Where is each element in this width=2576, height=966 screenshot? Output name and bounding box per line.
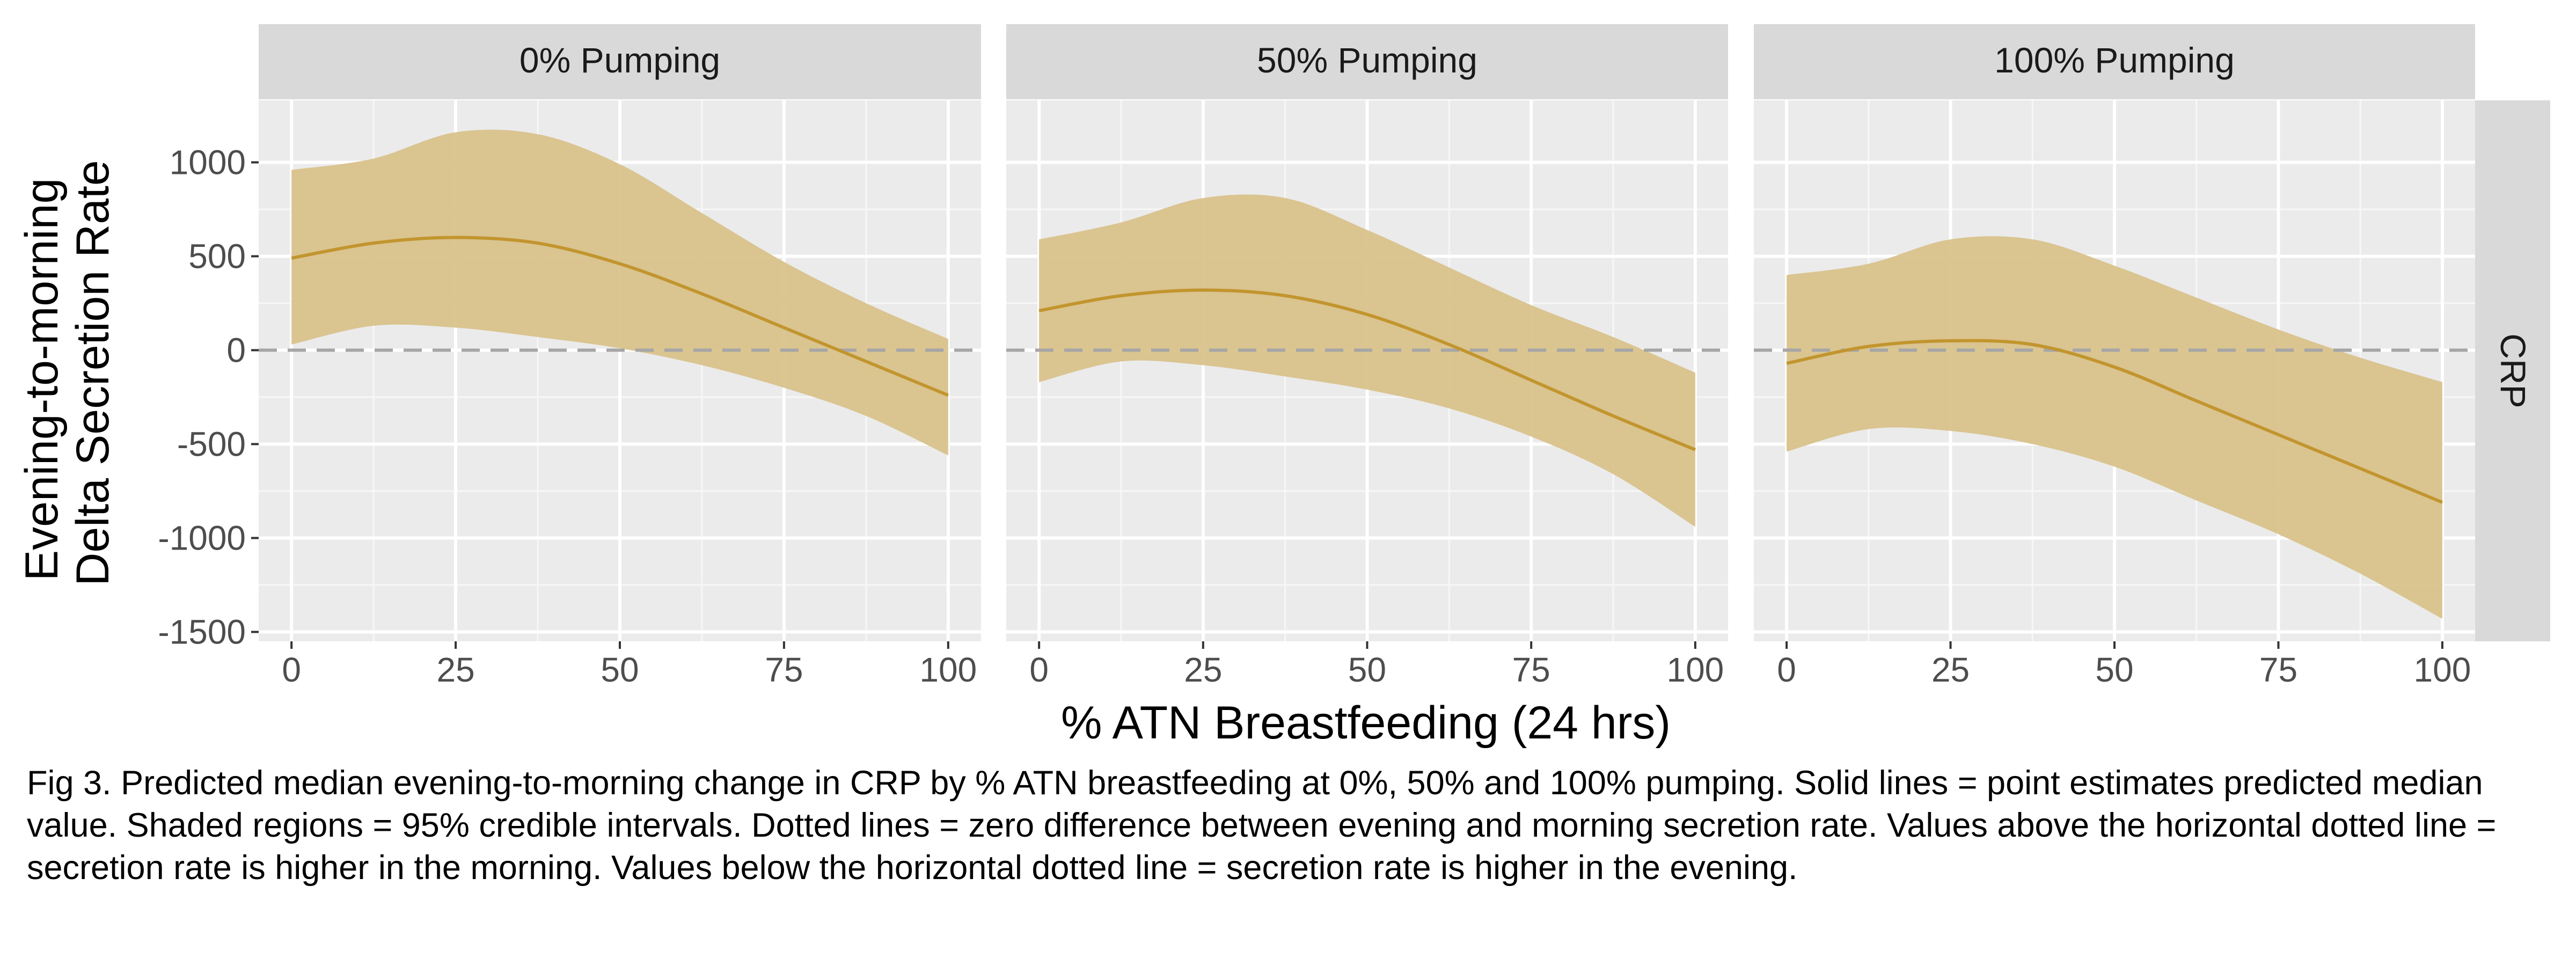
y-axis-label-line-1: Evening-to-morning <box>16 178 68 581</box>
x-tick-label: 0 <box>1029 650 1049 689</box>
x-axis-label: % ATN Breastfeeding (24 hrs) <box>1061 697 1671 749</box>
x-tick-label: 0 <box>1777 650 1796 689</box>
x-tick-label: 50 <box>2095 650 2133 689</box>
y-axis-label: Evening-to-morning Delta Secretion Rate <box>16 160 119 586</box>
x-tick-label: 75 <box>2259 650 2297 689</box>
facet-strip-label: 100% Pumping <box>1994 40 2235 80</box>
y-tick-label: 1000 <box>170 143 246 182</box>
facet-strip <box>1754 24 2475 99</box>
facet-strip-label: 0% Pumping <box>519 40 720 80</box>
y-tick-label: -1500 <box>158 613 246 652</box>
row-strip-background <box>2475 100 2550 641</box>
x-tick-label: 0 <box>282 650 301 689</box>
credible-interval-ribbon <box>291 129 948 456</box>
credible-interval-ribbon <box>1039 194 1695 527</box>
facet-panel: 100% Pumping 0 25 50 75 100 <box>1754 24 2475 689</box>
x-tick-label: 75 <box>1512 650 1550 689</box>
x-tick-label: 100 <box>919 650 977 689</box>
y-tick-label: 0 <box>226 331 246 370</box>
x-tick-label: 25 <box>436 650 474 689</box>
facet-panel: 0% Pumping 0 25 50 75 100 1000 500 0 -500 -1000 -15… <box>158 24 981 689</box>
y-tick-label: -1000 <box>158 519 246 558</box>
x-tick-label: 50 <box>601 650 639 689</box>
figure-caption: Fig 3. Predicted median evening-to-morni… <box>27 764 2497 887</box>
facet-strip <box>1006 24 1728 99</box>
facet-strip-label: 50% Pumping <box>1257 40 1477 80</box>
x-tick-label: 25 <box>1184 650 1222 689</box>
x-tick-label: 50 <box>1348 650 1386 689</box>
x-tick-label: 75 <box>765 650 803 689</box>
row-strip: CRP <box>2475 100 2550 641</box>
facet-strip <box>259 24 981 99</box>
x-tick-label: 100 <box>1666 650 1724 689</box>
median-line <box>1038 288 1696 451</box>
credible-interval-ribbon <box>1787 236 2442 619</box>
y-tick-label: -500 <box>177 425 246 464</box>
y-tick-label: 500 <box>188 237 246 276</box>
facet-panel: 50% Pumping 0 25 50 75 100 <box>1006 24 1728 689</box>
y-axis-label-line-2: Delta Secretion Rate <box>67 160 119 586</box>
median-line <box>1786 339 2443 504</box>
median-line <box>291 236 949 397</box>
x-tick-label: 25 <box>1931 650 1970 689</box>
x-tick-label: 100 <box>2414 650 2471 689</box>
row-strip-label: CRP <box>2493 333 2533 408</box>
